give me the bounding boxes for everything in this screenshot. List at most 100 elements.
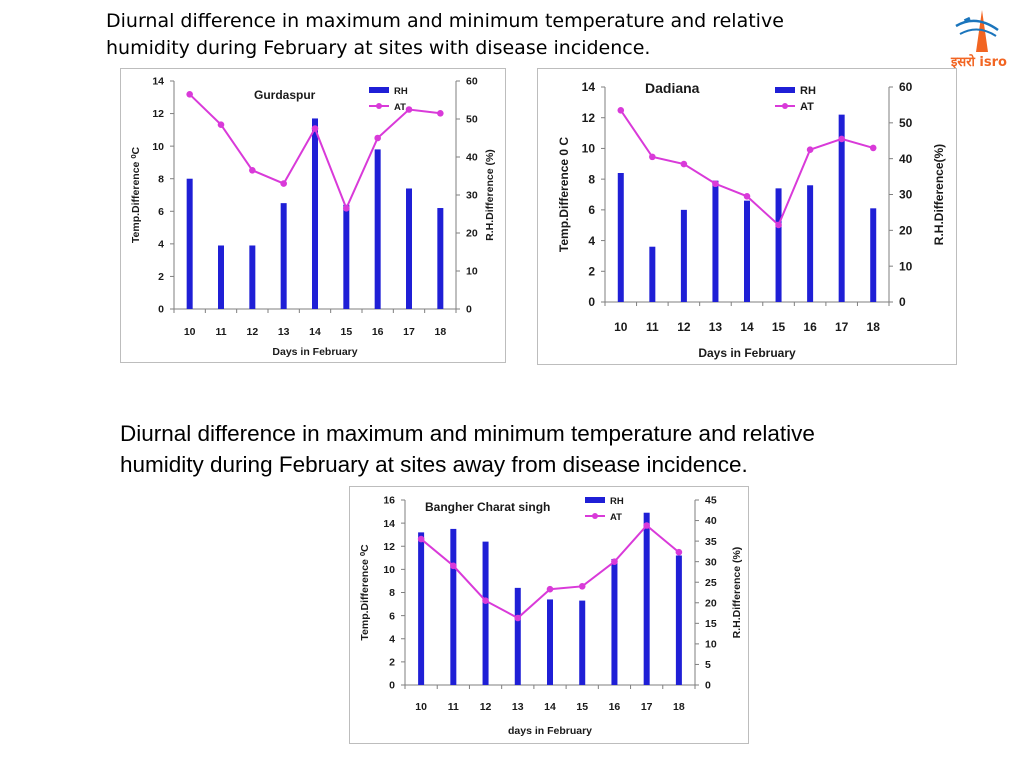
legend-at-label: AT: [610, 512, 622, 523]
legend-rh-label: RH: [394, 86, 408, 97]
y-axis-right-label: R.H.Difference(%): [932, 144, 946, 245]
chart-gurdaspur-svg: 0 2 4 6 8 10 12 14 0 10 20 30 40 50 60 10 11 12 13 14 15 16 17…: [130, 76, 496, 358]
y-axis-left-label: Temp.Difference ⁰C: [130, 146, 142, 243]
y-axis-left-label: Temp.Difference 0 C: [557, 137, 571, 252]
left-tick-label: 12: [383, 541, 395, 553]
chart-title: Dadiana: [645, 80, 700, 96]
y-axis-right-label: R.H.Difference (%): [731, 547, 743, 639]
rh-bar: [186, 178, 193, 309]
right-tick-label: 0: [899, 295, 906, 309]
left-tick-label: 4: [158, 239, 164, 251]
left-tick-label: 12: [582, 111, 596, 125]
left-tick-label: 10: [152, 141, 164, 153]
x-tick-label: 14: [740, 320, 754, 334]
right-tick-label: 10: [899, 259, 913, 273]
at-point: [405, 106, 413, 113]
chart-dadiana-svg: 0 2 4 6 8 10 12 14 0 10 20 30 40 50 60 10 11 12 13 14 15 16 17…: [557, 80, 946, 360]
at-point: [417, 535, 425, 543]
right-tick-label: 0: [705, 680, 711, 692]
right-tick-label: 20: [705, 597, 717, 609]
at-point: [611, 558, 618, 565]
right-tick-label: 20: [899, 224, 913, 238]
right-tick-label: 40: [705, 515, 717, 527]
left-tick-label: 0: [588, 295, 595, 309]
rh-bar: [744, 200, 750, 302]
x-tick-label: 17: [403, 326, 415, 338]
left-tick-label: 4: [588, 234, 595, 248]
left-tick-label: 2: [588, 264, 595, 278]
x-tick-label: 17: [835, 320, 849, 334]
right-tick-label: 5: [705, 659, 711, 671]
left-tick-label: 8: [158, 173, 164, 185]
left-tick-label: 6: [588, 203, 595, 217]
x-tick-label: 18: [673, 701, 685, 713]
legend-at-marker: [782, 103, 788, 109]
rh-bar: [280, 203, 287, 309]
right-tick-label: 40: [899, 152, 913, 166]
x-tick-label: 18: [867, 320, 881, 334]
x-axis-label: Days in February: [698, 346, 796, 360]
chart-dadiana: 0 2 4 6 8 10 12 14 0 10 20 30 40 50 60 10 11 12 13 14 15 16 17…: [537, 68, 957, 365]
rh-bar: [611, 558, 618, 685]
left-tick-label: 10: [383, 564, 395, 576]
rh-bar: [547, 599, 553, 685]
rh-bar: [807, 185, 814, 302]
heading-sites-away: Diurnal difference in maximum and minimu…: [120, 421, 815, 477]
legend-at-marker: [376, 103, 382, 109]
x-tick-label: 12: [677, 320, 691, 334]
at-point: [617, 106, 625, 114]
right-tick-label: 60: [899, 80, 913, 94]
legend-rh-swatch: [369, 87, 389, 93]
right-tick-label: 20: [466, 228, 478, 240]
rh-bar: [450, 528, 457, 685]
at-point: [482, 597, 489, 605]
at-point: [374, 134, 381, 142]
left-tick-label: 8: [588, 172, 595, 186]
at-point: [743, 192, 751, 200]
x-tick-label: 13: [278, 326, 290, 338]
rh-bar: [870, 208, 877, 302]
rh-bar: [675, 555, 682, 685]
x-tick-label: 10: [184, 326, 196, 338]
rh-bar: [406, 188, 412, 309]
logo-text: इसरो isro: [950, 54, 1007, 70]
rh-bar: [482, 541, 489, 685]
left-tick-label: 2: [389, 657, 395, 669]
legend-at-marker: [592, 513, 598, 519]
at-point: [869, 144, 877, 152]
at-point: [343, 205, 350, 212]
right-tick-label: 50: [899, 116, 913, 130]
legend-at-label: AT: [800, 101, 814, 113]
at-point: [649, 153, 656, 161]
at-point: [775, 221, 782, 229]
y-axis-left-label: Temp.Difference ⁰C: [359, 544, 371, 641]
rh-bar: [437, 208, 444, 309]
left-tick-label: 14: [582, 80, 596, 94]
left-tick-label: 4: [389, 633, 395, 645]
right-tick-label: 15: [705, 618, 717, 630]
rh-bar: [649, 246, 656, 302]
left-tick-label: 14: [152, 76, 164, 88]
isro-logo-icon: इसरो isro: [950, 10, 1007, 70]
x-tick-label: 12: [246, 326, 258, 338]
right-tick-label: 30: [466, 190, 478, 202]
rh-bar: [343, 204, 350, 309]
x-tick-label: 14: [309, 326, 321, 338]
at-point: [680, 160, 688, 168]
rh-bar: [775, 188, 782, 302]
x-tick-label: 11: [448, 701, 459, 713]
x-tick-label: 13: [512, 701, 524, 713]
rh-bar: [680, 209, 687, 302]
x-tick-label: 11: [646, 320, 659, 334]
x-tick-label: 15: [772, 320, 786, 334]
x-tick-label: 16: [609, 701, 621, 713]
at-point: [217, 121, 225, 128]
x-tick-label: 16: [803, 320, 817, 334]
rh-bar: [838, 114, 845, 302]
legend-rh-swatch: [775, 87, 795, 93]
x-tick-label: 10: [415, 701, 427, 713]
left-tick-label: 6: [389, 610, 395, 622]
at-point: [643, 522, 650, 529]
right-tick-label: 10: [466, 266, 478, 278]
chart-gurdaspur: 0 2 4 6 8 10 12 14 0 10 20 30 40 50 60 10 11 12 13 14 15 16 17…: [120, 68, 506, 363]
